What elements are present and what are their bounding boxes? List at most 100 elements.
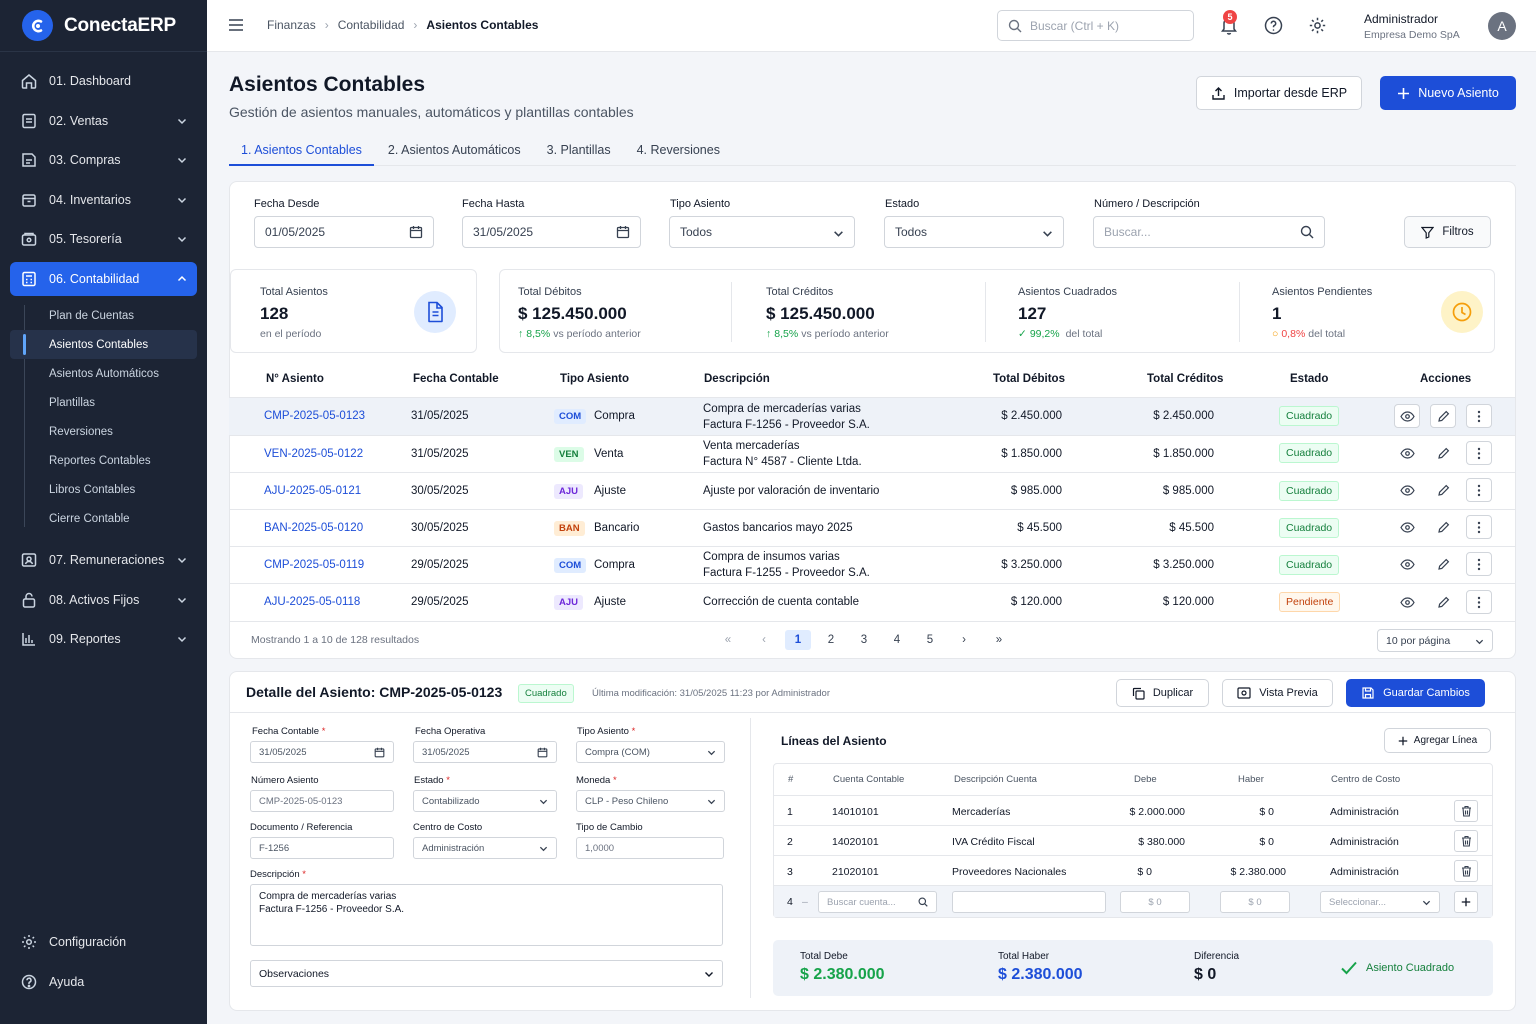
new-line-account-input[interactable]: Buscar cuenta... xyxy=(818,891,937,913)
view-icon[interactable] xyxy=(1394,590,1420,614)
global-search-input[interactable] xyxy=(1030,18,1180,33)
tab-plantillas[interactable]: 3. Plantillas xyxy=(546,143,611,157)
entry-number-link[interactable]: BAN-2025-05-0120 xyxy=(264,522,364,534)
trash-icon[interactable] xyxy=(1454,800,1478,822)
more-icon[interactable] xyxy=(1466,404,1492,428)
centro-costo-select[interactable]: Administración xyxy=(413,837,557,859)
sidebar-item-ayuda[interactable]: Ayuda xyxy=(10,965,197,999)
numero-asiento-input[interactable]: CMP-2025-05-0123 xyxy=(250,790,394,812)
view-icon[interactable] xyxy=(1394,478,1420,502)
col-type[interactable]: Tipo Asiento xyxy=(560,373,629,385)
descripcion-textarea[interactable]: Compra de mercaderías varias Factura F-1… xyxy=(250,884,723,946)
user-menu[interactable]: Administrador Empresa Demo SpA xyxy=(1364,12,1460,41)
fecha-operativa-input[interactable]: 31/05/2025 xyxy=(413,741,557,763)
gear-icon[interactable] xyxy=(1308,16,1327,35)
entry-number-link[interactable]: AJU-2025-05-0118 xyxy=(264,596,361,608)
view-icon[interactable] xyxy=(1394,404,1420,428)
per-page-select[interactable]: 10 por página xyxy=(1377,629,1493,652)
line-row[interactable]: 1 14010101 Mercaderías $ 2.000.000 $ 0 A… xyxy=(774,795,1492,825)
table-row[interactable]: AJU-2025-05-0121 30/05/2025 AJU Ajuste A… xyxy=(229,472,1515,509)
col-credits[interactable]: Total Créditos xyxy=(1147,373,1224,385)
next-page-button[interactable]: › xyxy=(962,634,966,646)
table-row[interactable]: VEN-2025-05-0122 31/05/2025 VEN Venta Ve… xyxy=(229,435,1515,472)
prev-page-button[interactable]: ‹ xyxy=(762,634,766,646)
new-line-haber-input[interactable]: $ 0 xyxy=(1220,891,1290,913)
last-page-button[interactable]: » xyxy=(995,634,1003,646)
import-erp-button[interactable]: Importar desde ERP xyxy=(1196,76,1362,110)
subnav-asientos-contables[interactable]: Asientos Contables xyxy=(10,330,197,359)
entry-number-link[interactable]: CMP-2025-05-0123 xyxy=(264,410,366,422)
more-icon[interactable] xyxy=(1466,552,1492,576)
table-row[interactable]: AJU-2025-05-0118 29/05/2025 AJU Ajuste C… xyxy=(229,583,1515,621)
entry-number-link[interactable]: CMP-2025-05-0119 xyxy=(264,559,365,571)
subnav-reportes-contables[interactable]: Reportes Contables xyxy=(49,454,151,467)
breadcrumb-contabilidad[interactable]: Contabilidad xyxy=(337,18,405,32)
sidebar-item-compras[interactable]: 03. Compras xyxy=(10,143,197,177)
preview-button[interactable]: Vista Previa xyxy=(1222,679,1333,707)
drag-handle-icon[interactable]: – xyxy=(802,896,808,908)
tab-asientos-contables[interactable]: 1. Asientos Contables xyxy=(229,137,374,166)
page-button[interactable]: 1 xyxy=(785,630,811,650)
entry-number-link[interactable]: VEN-2025-05-0122 xyxy=(264,448,364,460)
line-row[interactable]: 2 14020101 IVA Crédito Fiscal $ 380.000 … xyxy=(774,825,1492,855)
trash-icon[interactable] xyxy=(1454,830,1478,852)
edit-icon[interactable] xyxy=(1430,552,1456,576)
page-button[interactable]: 3 xyxy=(860,634,868,646)
type-filter-select[interactable]: Todos xyxy=(669,216,855,248)
trash-icon[interactable] xyxy=(1454,860,1478,882)
tipo-cambio-input[interactable]: 1,0000 xyxy=(576,837,724,859)
subnav-plantillas[interactable]: Plantillas xyxy=(49,396,96,409)
new-line-desc-input[interactable] xyxy=(952,891,1106,913)
first-page-button[interactable]: « xyxy=(724,634,732,646)
edit-icon[interactable] xyxy=(1430,515,1456,539)
edit-icon[interactable] xyxy=(1430,590,1456,614)
app-logo[interactable]: ConectaERP xyxy=(0,0,207,52)
col-number[interactable]: N° Asiento xyxy=(266,373,324,385)
edit-icon[interactable] xyxy=(1430,441,1456,465)
col-date[interactable]: Fecha Contable xyxy=(413,373,499,385)
col-description[interactable]: Descripción xyxy=(704,373,770,385)
sidebar-item-configuracion[interactable]: Configuración xyxy=(10,925,197,959)
page-button[interactable]: 2 xyxy=(827,634,835,646)
estado-select[interactable]: Contabilizado xyxy=(413,790,557,812)
help-icon[interactable] xyxy=(1264,16,1283,35)
view-icon[interactable] xyxy=(1394,441,1420,465)
sidebar-item-inventarios[interactable]: 04. Inventarios xyxy=(10,183,197,217)
new-line-cost-center-select[interactable]: Seleccionar... xyxy=(1320,891,1440,913)
subnav-plan-de-cuentas[interactable]: Plan de Cuentas xyxy=(49,309,135,322)
sidebar-item-dashboard[interactable]: 01. Dashboard xyxy=(10,64,197,98)
table-row[interactable]: BAN-2025-05-0120 30/05/2025 BAN Bancario… xyxy=(229,509,1515,546)
save-changes-button[interactable]: Guardar Cambios xyxy=(1346,679,1485,707)
sidebar-item-ventas[interactable]: 02. Ventas xyxy=(10,104,197,138)
documento-input[interactable]: F-1256 xyxy=(250,837,394,859)
add-row-plus-icon[interactable] xyxy=(1454,891,1478,913)
line-row[interactable]: 3 21020101 Proveedores Nacionales $ 0 $ … xyxy=(774,855,1492,885)
col-debits[interactable]: Total Débitos xyxy=(993,373,1065,385)
sidebar-item-tesoreria[interactable]: 05. Tesorería xyxy=(10,222,197,256)
more-icon[interactable] xyxy=(1466,441,1492,465)
date-to-input[interactable]: 31/05/2025 xyxy=(462,216,641,248)
filters-button[interactable]: Filtros xyxy=(1404,216,1491,248)
entry-number-link[interactable]: AJU-2025-05-0121 xyxy=(264,485,362,497)
sidebar-item-contabilidad[interactable]: 06. Contabilidad xyxy=(10,261,197,296)
sidebar-item-activos-fijos[interactable]: 08. Activos Fijos xyxy=(10,583,197,617)
subnav-cierre-contable[interactable]: Cierre Contable xyxy=(49,512,130,525)
add-line-button[interactable]: Agregar Línea xyxy=(1384,728,1491,753)
view-icon[interactable] xyxy=(1394,515,1420,539)
sidebar-item-remuneraciones[interactable]: 07. Remuneraciones xyxy=(10,543,197,577)
new-entry-button[interactable]: Nuevo Asiento xyxy=(1380,76,1516,110)
tipo-asiento-select[interactable]: Compra (COM) xyxy=(576,741,725,763)
global-search[interactable] xyxy=(997,10,1194,41)
duplicate-button[interactable]: Duplicar xyxy=(1116,679,1209,707)
new-line-debe-input[interactable]: $ 0 xyxy=(1120,891,1190,913)
edit-icon[interactable] xyxy=(1430,478,1456,502)
menu-icon[interactable] xyxy=(227,16,245,34)
avatar[interactable]: A xyxy=(1488,12,1516,40)
page-button[interactable]: 5 xyxy=(926,634,934,646)
more-icon[interactable] xyxy=(1466,515,1492,539)
breadcrumb-finanzas[interactable]: Finanzas xyxy=(267,18,316,32)
view-icon[interactable] xyxy=(1394,552,1420,576)
tab-reversiones[interactable]: 4. Reversiones xyxy=(636,143,720,157)
moneda-select[interactable]: CLP - Peso Chileno xyxy=(576,790,725,812)
subnav-reversiones[interactable]: Reversiones xyxy=(49,425,113,438)
